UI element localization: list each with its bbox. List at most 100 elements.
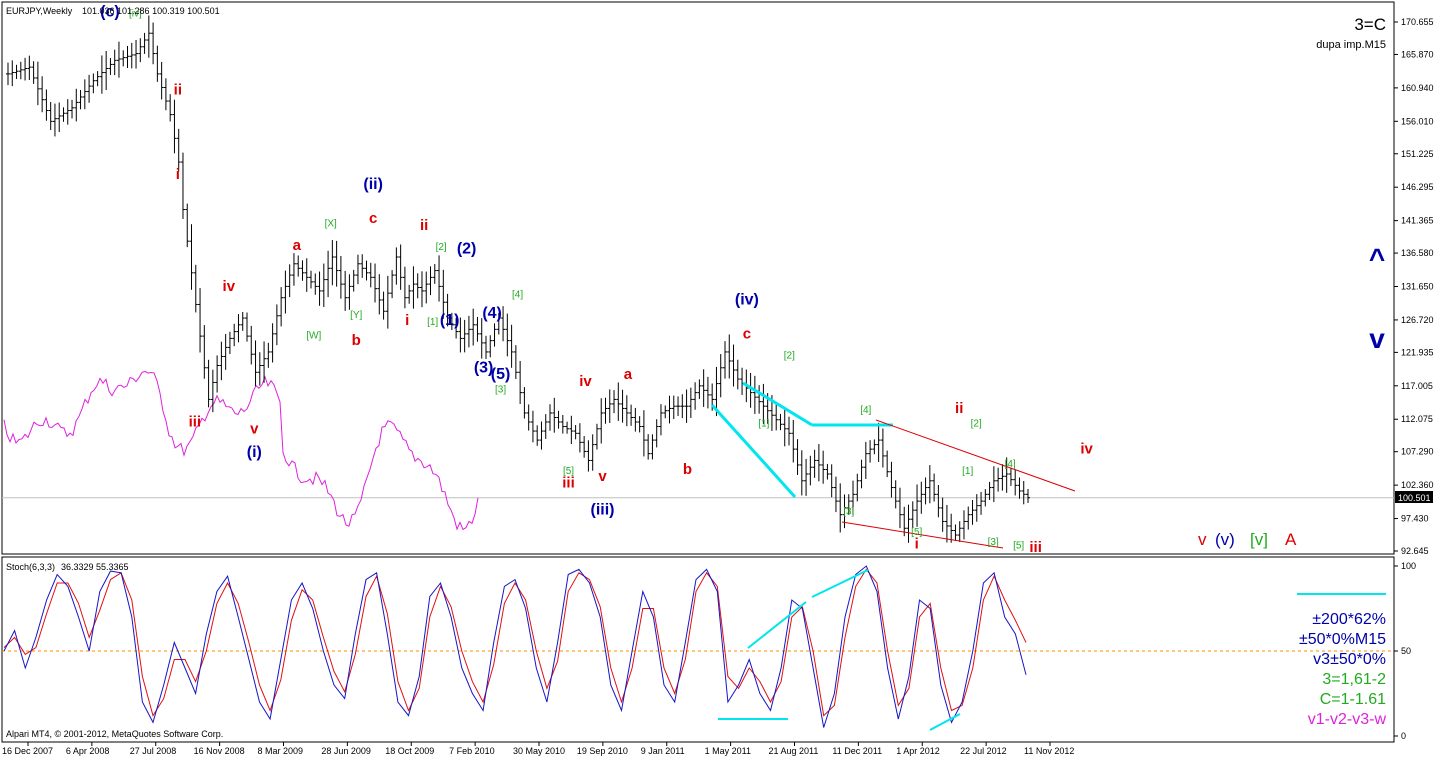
time-tick-label: 8 Mar 2009 — [258, 746, 304, 756]
wave-label: i — [176, 166, 180, 183]
time-tick-label: 27 Jul 2008 — [130, 746, 177, 756]
wave-label: a — [293, 237, 302, 254]
price-tick-label: 151.225 — [1401, 149, 1434, 159]
stoch-title: Stoch(6,3,3) — [6, 562, 55, 572]
time-tick-label: 22 Jul 2012 — [960, 746, 1007, 756]
price-tick-label: 146.295 — [1401, 182, 1434, 192]
wave-legend-item: A — [1285, 530, 1297, 549]
stoch-panel-frame — [1, 556, 1395, 743]
stoch-values: 36.3329 55.3365 — [61, 562, 129, 572]
wave-label: b — [683, 461, 692, 478]
stoch-tick-label: 100 — [1401, 561, 1416, 571]
stoch-main-line — [3, 565, 1027, 728]
ohlc-label: 101.036 101.286 100.319 100.501 — [82, 6, 220, 16]
wave-label: (1) — [440, 312, 460, 329]
cyan-channel-line — [742, 381, 813, 427]
time-tick-label: 7 Feb 2010 — [449, 746, 495, 756]
wave-label: b — [352, 332, 361, 349]
time-axis: 16 Dec 2007 6 Apr 2008 27 Jul 2008 16 Nov 2… — [2, 742, 1074, 756]
wave-label: [3] — [495, 385, 506, 396]
wave-label: (4) — [482, 305, 502, 322]
time-tick-label: 9 Jan 2011 — [641, 746, 685, 756]
wave-label: v — [598, 468, 607, 485]
main-panel-frame — [1, 1, 1395, 555]
wave-label: (iii) — [591, 502, 615, 519]
indicator-note: C=1-1.61 — [1320, 691, 1386, 708]
wave-label: [5] — [563, 466, 574, 477]
wave-label: (c) — [100, 3, 120, 20]
wave-label: [1] — [962, 466, 973, 477]
time-tick-label: 19 Sep 2010 — [577, 746, 628, 756]
stoch-signal-line — [3, 568, 1027, 717]
wave-label: c — [743, 325, 751, 342]
wave-legend-item: (v) — [1215, 530, 1235, 549]
time-tick-label: 30 May 2010 — [513, 746, 565, 756]
indicator-note: ±200*62% — [1312, 611, 1386, 628]
wave-label: iii — [562, 475, 575, 492]
wave-label: i — [405, 312, 409, 329]
price-tick-label: 117.005 — [1401, 381, 1433, 391]
magenta-overlay — [3, 370, 479, 531]
wave-label: [2] — [436, 242, 447, 253]
wave-label: [W] — [306, 330, 321, 341]
current-price-label: 100.501 — [1398, 493, 1431, 503]
stoch-axis: 0 50 100 — [2, 561, 1416, 741]
wave-label: i — [915, 536, 919, 553]
price-tick-label: 156.010 — [1401, 116, 1434, 126]
price-tick-label: 141.365 — [1401, 216, 1434, 226]
upper-trend-line — [875, 419, 1076, 492]
price-tick-label: 165.870 — [1401, 49, 1434, 59]
wave-label: iv — [1080, 441, 1093, 458]
wave-label: [Y] — [350, 310, 362, 321]
stoch-tick-label: 50 — [1401, 646, 1411, 656]
note-subtitle: dupa imp.M15 — [1316, 39, 1386, 51]
stoch-annotations: ±200*62% ±50*0%M15 v3±50*0% 3=1,61-2 C=1-1.6… — [718, 569, 1387, 731]
footer-copyright: Alpari MT4, © 2001-2012, MetaQuotes Soft… — [6, 729, 223, 739]
wave-label: (5) — [491, 366, 511, 383]
wave-label: [3] — [843, 507, 854, 518]
wave-label: [4] — [1005, 459, 1016, 470]
time-tick-label: 1 Apr 2012 — [896, 746, 940, 756]
time-tick-label: 1 May 2011 — [705, 746, 751, 756]
wave-label: iv — [223, 278, 236, 295]
price-tick-label: 131.650 — [1401, 282, 1434, 292]
wave-label: (i) — [247, 444, 262, 461]
wave-label: [2] — [784, 351, 795, 362]
wave-label: [5] — [1013, 541, 1024, 552]
wave-label: v — [250, 420, 259, 437]
indicator-note: v3±50*0% — [1313, 651, 1386, 668]
indicator-note: v1-v2-v3-w — [1308, 711, 1387, 728]
main-price-axis: 170.655 165.870 160.940 156.010 151.225 146.2… — [2, 17, 1434, 556]
time-tick-label: 28 Jun 2009 — [321, 746, 371, 756]
stoch-lines — [3, 565, 1027, 728]
price-tick-label: 136.580 — [1401, 248, 1434, 258]
wave-label: [5] — [911, 527, 922, 538]
time-tick-label: 16 Dec 2007 — [2, 746, 53, 756]
wave-label: [2] — [971, 419, 982, 430]
price-tick-label: 160.940 — [1401, 83, 1434, 93]
wave-legend-item: [v] — [1250, 530, 1268, 549]
cyan-divergence-line — [811, 569, 869, 598]
wave-label: [X] — [325, 218, 337, 229]
cyan-channel-line — [710, 403, 797, 499]
wave-label: iii — [1029, 539, 1042, 556]
time-tick-label: 21 Aug 2011 — [769, 746, 819, 756]
cyan-divergence-line — [929, 713, 961, 731]
price-tick-label: 112.075 — [1401, 414, 1433, 424]
time-tick-label: 6 Apr 2008 — [66, 746, 110, 756]
price-tick-label: 126.720 — [1401, 315, 1434, 325]
current-price-tag — [1395, 491, 1433, 503]
price-tick-label: 102.360 — [1401, 480, 1434, 490]
time-tick-label: 11 Nov 2012 — [1024, 746, 1074, 756]
wave-label: ii — [420, 217, 428, 234]
price-tick-label: 170.655 — [1401, 17, 1434, 27]
up-arrow-icon: ^ — [1369, 243, 1385, 274]
wave-label: ii — [955, 400, 963, 417]
wave-label: (ii) — [363, 176, 383, 193]
wave-label: c — [369, 210, 377, 227]
down-arrow-icon: v — [1369, 323, 1385, 354]
magenta-line — [3, 370, 479, 531]
note-title: 3=C — [1354, 15, 1386, 34]
